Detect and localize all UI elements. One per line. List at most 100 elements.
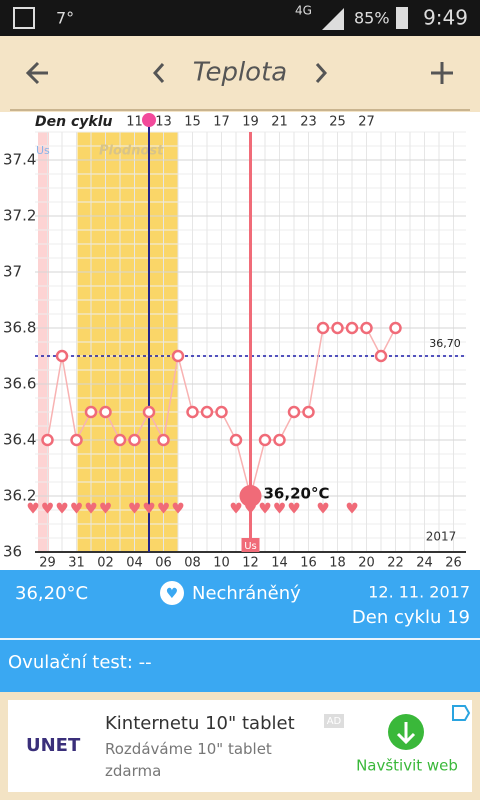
today-tag [241,538,260,552]
heart: ♥ [84,500,97,518]
y-tick-label: 37.4 [3,151,36,169]
year-label: 2017 [426,530,457,544]
y-tick-label: 36.4 [3,431,36,449]
heart: ♥ [287,500,300,518]
ad-card[interactable] [8,700,472,792]
heart: ♥ [41,500,54,518]
ovulation-dot [142,113,156,127]
heart: ♥ [316,500,329,518]
x-tick-label: 14 [271,556,288,571]
top-axis-title: Den cyklu [35,114,112,130]
ad-text-box: Rozdáváme 10" tablet zdarma [105,740,272,780]
point [157,433,170,447]
point [171,349,185,363]
point [142,405,156,419]
y-tick-label: 36.6 [3,375,36,393]
y-tick-label: 36.2 [3,487,36,505]
chart: 36 36.2 36.4 36.6 36.8 37 37.2 37.4 Plodnost Us De… [3,113,466,571]
top-tick-label: 11 [126,115,143,130]
point [128,433,141,447]
point [273,433,286,447]
x-tick-label: 12 [242,556,259,571]
today-label: Us [244,541,257,552]
x-tick-label: 20 [358,556,375,571]
point [331,321,344,335]
x-tick-label: 08 [184,556,201,571]
heart: ♥ [157,500,170,518]
x-tick-label: 24 [416,556,433,571]
add-button[interactable] [431,62,453,84]
status-heart: ♥ [166,586,179,602]
summary-cycle-day: Den cyklu 19 [352,607,470,628]
today-point [239,485,262,507]
header [0,36,480,112]
summary-temperature: 36,20°C [15,583,88,604]
point [258,433,272,447]
point [316,321,330,335]
x-tick-label: 18 [329,556,346,571]
ovulation-test: Ovulační test: -- [8,652,152,673]
point [215,405,228,419]
heart: ♥ [258,500,271,518]
ad-brand: UNET [26,735,81,756]
summary-divider [0,638,480,640]
x-tick-label: 16 [300,556,317,571]
point [360,321,373,335]
y-tick-label: 36.8 [3,319,36,337]
y-tick-label: 37 [3,263,22,281]
point [70,433,83,447]
x-tick-label: 22 [387,556,404,571]
signal-icon [322,8,344,30]
ad-badge-bg [324,714,344,728]
ad-title: Kinternetu 10" tablet [105,713,295,734]
top-tick-label: 21 [271,115,288,130]
ad-badge: AD [327,716,342,727]
x-tick-label: 29 [39,556,56,571]
heart: ♥ [345,500,358,518]
summary-date: 12. 11. 2017 [368,583,470,602]
heart: ♥ [99,500,112,518]
status-temperature: 7° [56,9,74,28]
x-tick-label: 02 [97,556,114,571]
x-tick-label: 26 [445,556,462,571]
point [389,321,402,335]
ad-choices[interactable] [452,705,471,721]
x-tick-label: 06 [155,556,172,571]
back-button[interactable] [25,61,48,85]
ad-action[interactable]: Navštivit web [356,757,458,775]
summary-status: Nechráněný [192,583,301,604]
reference-label: 36,70 [429,337,461,350]
heart: ♥ [55,500,68,518]
point [229,433,243,447]
top-tick-label: 23 [300,115,317,130]
ad-arrow [396,722,416,745]
x-tick-label: 04 [126,556,143,571]
prev-button[interactable] [152,63,165,83]
summary-bar [0,570,480,638]
y-tick-label: 37.2 [3,207,36,225]
next-button[interactable] [315,63,328,83]
top-tick-label: 25 [329,115,346,130]
point [302,405,315,419]
point [345,321,359,335]
status-time: 9:49 [423,6,468,30]
top-tick-label: 13 [155,115,172,130]
top-tick-label: 17 [213,115,230,130]
point [287,405,301,419]
heart: ♥ [70,500,83,518]
fertile-label: Plodnost [99,144,164,159]
ad-text: Rozdáváme 10" tablet zdarma [105,740,272,780]
heart: ♥ [26,500,39,518]
heart: ♥ [128,500,141,518]
heart: ♥ [171,500,184,518]
top-tick-label: 15 [184,115,201,130]
heart: ♥ [273,500,286,518]
status-battery: 85% [354,9,390,28]
y-tick-label: 36 [3,543,22,561]
status-network: 4G [295,4,312,18]
top-tick-label: 19 [242,115,259,130]
point [200,405,214,419]
ovulation-bar[interactable] [0,640,480,692]
